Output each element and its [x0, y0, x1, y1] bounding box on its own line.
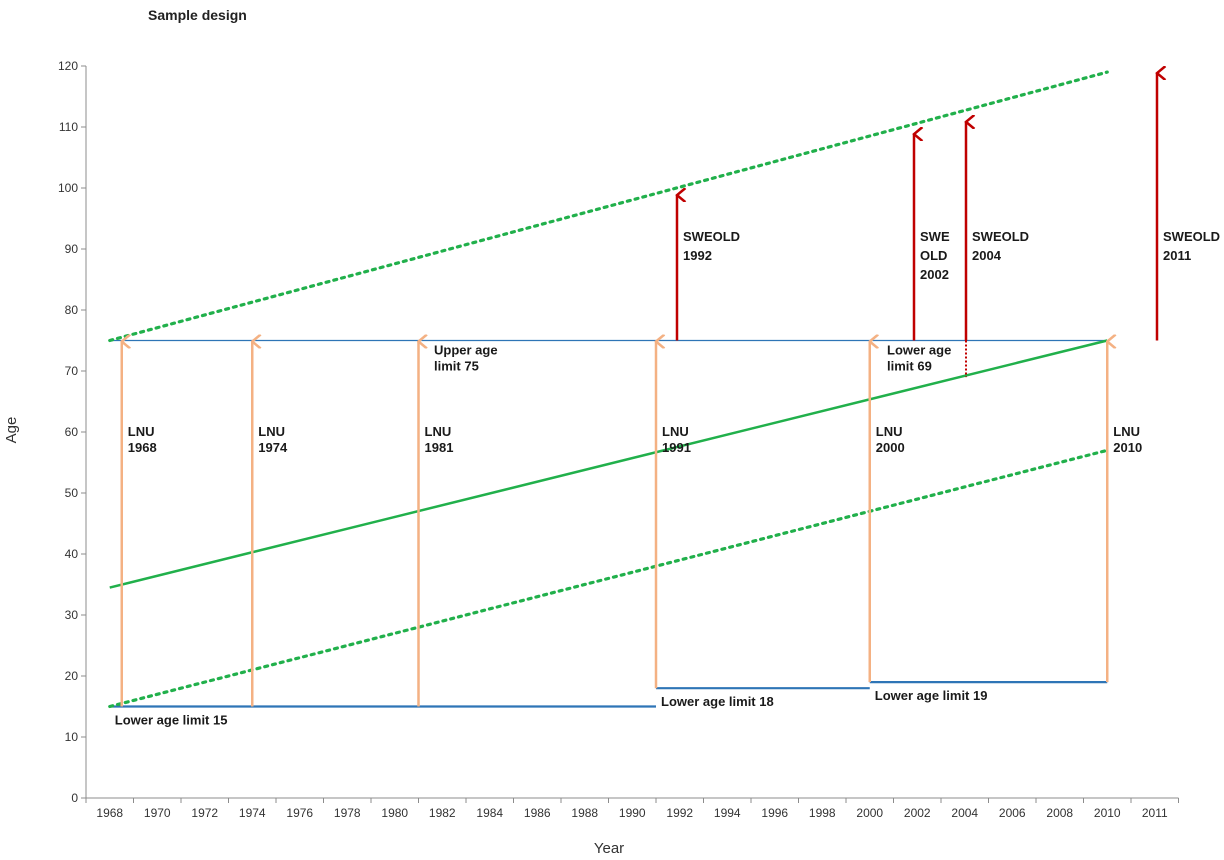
x-tick-label: 1970 — [144, 806, 171, 820]
lnu-label: LNU 1991 — [662, 424, 691, 455]
y-tick-label: 120 — [58, 59, 78, 73]
x-tick-label: 2008 — [1046, 806, 1073, 820]
lnu-label: LNU 2000 — [876, 424, 905, 455]
cohort-line — [109, 339, 1108, 589]
x-tick-label: 1986 — [524, 806, 551, 820]
lnu-label: LNU 2010 — [1113, 424, 1142, 455]
x-tick-label: 1978 — [334, 806, 361, 820]
age-limit-lines — [109, 339, 1108, 708]
y-axis-title: Age — [3, 417, 20, 444]
x-tick-label: 1974 — [239, 806, 266, 820]
x-tick-label: 1968 — [96, 806, 123, 820]
cohort-lines — [108, 70, 1109, 709]
sweold-label: SWE OLD 2002 — [920, 229, 950, 282]
x-tick-label: 2004 — [951, 806, 978, 820]
sweold-label: SWEOLD 2011 — [1163, 229, 1220, 263]
survey-arrows — [122, 73, 1157, 707]
limit-label: Lower age limit 19 — [875, 688, 988, 703]
lnu-label: LNU 1974 — [258, 424, 288, 455]
cohort-line — [108, 70, 1109, 343]
y-tick-label: 70 — [65, 364, 79, 378]
limit-label: Lower age limit 15 — [115, 713, 228, 728]
x-tick-label: 1984 — [476, 806, 503, 820]
sweold-label: SWEOLD 2004 — [972, 229, 1029, 263]
limit-label: Upper age limit 75 — [434, 343, 498, 374]
y-tick-label: 20 — [65, 669, 79, 683]
y-tick-label: 80 — [65, 303, 79, 317]
y-tick-label: 110 — [59, 120, 78, 134]
x-tick-label: 2002 — [904, 806, 931, 820]
x-tick-label: 2006 — [999, 806, 1026, 820]
sweold-label: SWEOLD 1992 — [683, 229, 740, 263]
lnu-label: LNU 1968 — [128, 424, 157, 455]
y-tick-label: 90 — [65, 242, 79, 256]
chart-title: Sample design — [148, 7, 247, 23]
y-tick-label: 60 — [65, 425, 79, 439]
x-tick-label: 1994 — [714, 806, 741, 820]
y-tick-label: 30 — [65, 608, 79, 622]
x-tick-label: 2000 — [856, 806, 883, 820]
x-tick-label: 1992 — [666, 806, 693, 820]
lnu-label: LNU 1981 — [425, 424, 454, 455]
x-tick-label: 1980 — [381, 806, 408, 820]
x-tick-label: 1996 — [761, 806, 788, 820]
cohort-line — [108, 448, 1109, 709]
x-tick-label: 1976 — [286, 806, 313, 820]
x-tick-label: 1990 — [619, 806, 646, 820]
x-tick-label: 1972 — [191, 806, 218, 820]
x-tick-label: 1982 — [429, 806, 456, 820]
y-tick-label: 50 — [65, 486, 79, 500]
y-tick-label: 40 — [65, 547, 79, 561]
y-tick-label: 0 — [71, 791, 78, 805]
y-tick-label: 10 — [65, 730, 79, 744]
x-tick-label: 1998 — [809, 806, 836, 820]
annotation-label: Lower age limit 69 — [887, 343, 951, 374]
x-tick-label: 2011 — [1142, 806, 1168, 820]
annotation-labels: Upper age limit 75 Lower age limit 15 Lower… — [115, 229, 1220, 728]
x-tick-label: 2010 — [1094, 806, 1121, 820]
limit-label: Lower age limit 18 — [661, 694, 774, 709]
x-tick-label: 1988 — [571, 806, 598, 820]
axes: 0 10 20 30 40 50 60 70 80 90 100 110 120 1968 1970 1972… — [58, 59, 1179, 820]
y-tick-label: 100 — [58, 181, 78, 195]
x-axis-title: Year — [594, 840, 624, 857]
